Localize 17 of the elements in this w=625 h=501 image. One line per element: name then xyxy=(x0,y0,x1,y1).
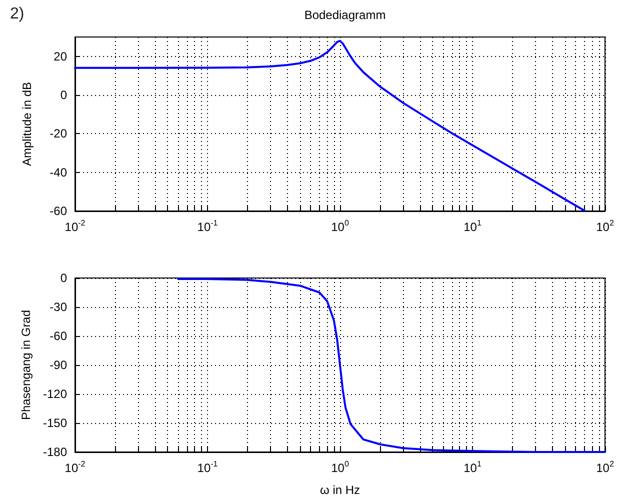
y-tick-label: -150 xyxy=(42,416,68,430)
y-axis-title: Phasengang in Grad xyxy=(19,310,34,420)
y-tick-label: -20 xyxy=(50,126,68,141)
y-tick-label: 0 xyxy=(60,271,68,285)
y-tick-label: -30 xyxy=(50,300,68,314)
y-tick-label: -60 xyxy=(50,329,68,343)
y-tick-label: -120 xyxy=(42,387,68,401)
text: 2) xyxy=(10,6,24,22)
y-axis-title: Amplitude in dB xyxy=(20,82,34,166)
chart-title: Bodediagramm xyxy=(304,8,386,22)
y-tick-label: -90 xyxy=(50,358,68,372)
y-tick-label: -40 xyxy=(50,165,68,180)
y-tick-label: 0 xyxy=(60,88,68,102)
x-axis-title: ω in Hz xyxy=(320,483,360,497)
y-tick-label: 20 xyxy=(54,49,68,64)
y-tick-label: -60 xyxy=(50,204,68,218)
y-tick-label: -180 xyxy=(42,445,68,459)
